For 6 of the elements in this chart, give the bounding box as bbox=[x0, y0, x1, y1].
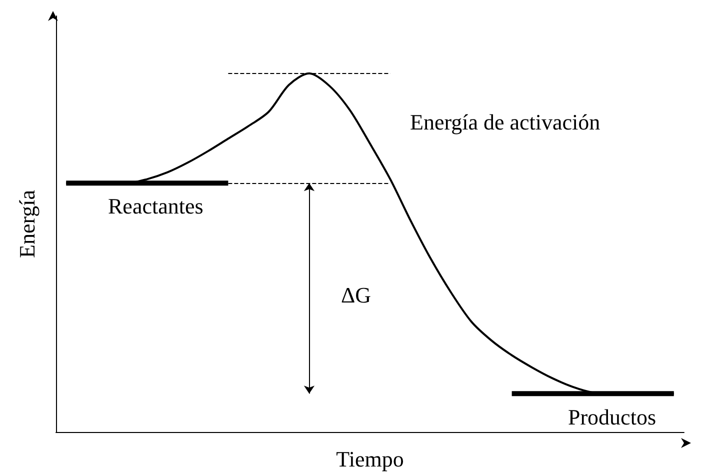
annotation: Reactantes bbox=[108, 194, 204, 218]
y-axis-title: Energía bbox=[14, 190, 40, 258]
annotation: Productos bbox=[568, 404, 656, 430]
annotation: Energía de activación bbox=[410, 110, 600, 134]
annotation: ΔG bbox=[341, 282, 372, 308]
x-axis-title: Tiempo bbox=[336, 446, 404, 472]
